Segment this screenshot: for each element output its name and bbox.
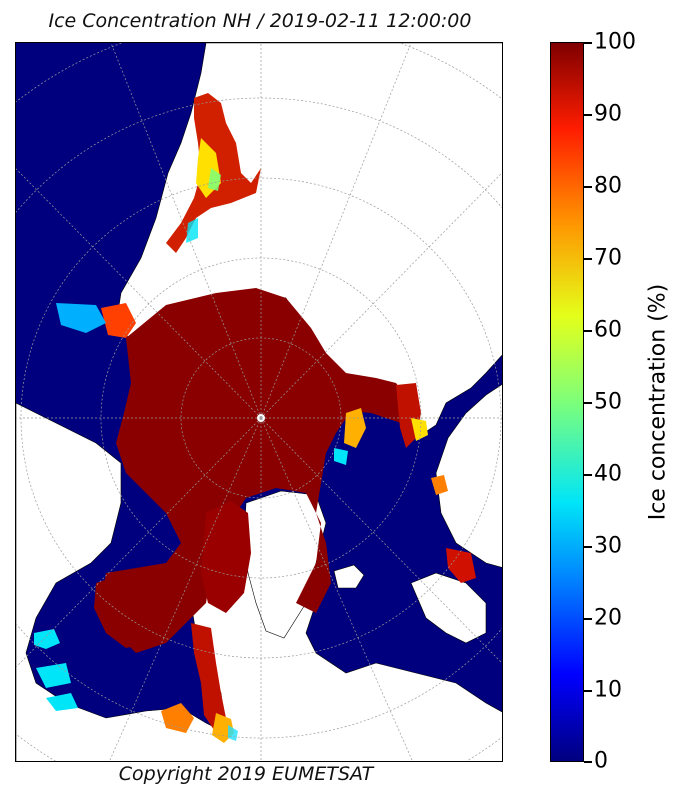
sea-ice-labrador bbox=[191, 623, 226, 733]
colorbar-tick bbox=[584, 402, 592, 404]
colorbar-tick-label: 60 bbox=[594, 317, 622, 343]
copyright-text: Copyright 2019 EUMETSAT bbox=[118, 763, 374, 785]
colorbar-tick-label: 50 bbox=[594, 389, 622, 415]
map-title: Ice Concentration NH / 2019-02-11 12:00:… bbox=[48, 10, 472, 32]
colorbar bbox=[550, 42, 584, 762]
colorbar-tick-label: 30 bbox=[594, 533, 622, 559]
land-scandinavia bbox=[410, 572, 487, 644]
sea-ice-baltic-2 bbox=[446, 548, 476, 583]
sea-ice-lakes-1 bbox=[34, 629, 60, 649]
sea-ice-okhotsk-green bbox=[208, 168, 221, 191]
sea-ice-lakes-3 bbox=[46, 693, 78, 711]
colorbar-tick bbox=[584, 42, 592, 44]
land-iceland bbox=[333, 564, 365, 589]
colorbar-tick-label: 20 bbox=[594, 605, 622, 631]
colorbar-tick bbox=[584, 618, 592, 620]
colorbar-label: Ice concentration (%) bbox=[645, 283, 671, 521]
colorbar-tick-label: 0 bbox=[594, 748, 608, 774]
colorbar-tick bbox=[584, 186, 592, 188]
colorbar-tick bbox=[584, 761, 592, 763]
sea-ice-okhotsk-cyan bbox=[186, 218, 198, 243]
sea-ice-lakes-2 bbox=[36, 663, 71, 688]
colorbar-tick bbox=[584, 690, 592, 692]
sea-ice-kara-yellow bbox=[411, 418, 428, 441]
colorbar-tick bbox=[584, 474, 592, 476]
colorbar-tick-label: 100 bbox=[594, 29, 636, 55]
graticule bbox=[16, 43, 502, 761]
colorbar-tick bbox=[584, 258, 592, 260]
sea-ice-hudson-bay bbox=[94, 571, 176, 648]
colorbar-tick-label: 80 bbox=[594, 173, 622, 199]
sea-ice-gulf-stlawrence bbox=[161, 703, 194, 733]
colorbar-tick-label: 90 bbox=[594, 101, 622, 127]
colorbar-tick-label: 10 bbox=[594, 677, 622, 703]
sea-ice-arctic-core bbox=[101, 288, 411, 653]
sea-ice-bering-cyan bbox=[56, 303, 106, 333]
sea-ice-baltic bbox=[431, 475, 448, 495]
colorbar-tick-label: 70 bbox=[594, 245, 622, 271]
colorbar-tick bbox=[584, 330, 592, 332]
colorbar-tick-label: 40 bbox=[594, 461, 622, 487]
sea-ice-baffin bbox=[201, 501, 251, 613]
colorbar-tick bbox=[584, 114, 592, 116]
sea-ice-barents-cyan bbox=[334, 448, 348, 465]
polar-stereographic-map bbox=[15, 42, 503, 762]
colorbar-tick bbox=[584, 546, 592, 548]
sea-ice-bering bbox=[101, 303, 136, 338]
